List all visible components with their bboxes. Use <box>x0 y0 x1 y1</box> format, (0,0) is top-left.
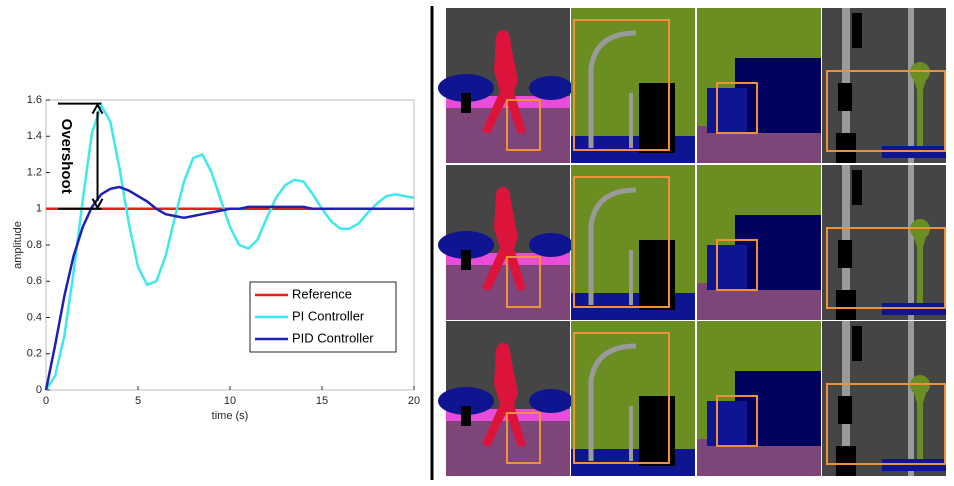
arrow-head <box>91 198 104 210</box>
sign <box>836 446 856 476</box>
highlight-box <box>506 99 541 151</box>
series-line <box>44 104 415 391</box>
vegetation <box>529 233 573 257</box>
legend-label: Reference <box>292 286 352 301</box>
series-line <box>44 185 414 391</box>
legend-label: PI Controller <box>292 308 365 323</box>
pole <box>461 406 471 426</box>
highlight-box <box>716 82 758 134</box>
pedestrian <box>482 30 526 134</box>
tree <box>910 375 930 463</box>
segmentation-cell <box>822 165 946 320</box>
tree <box>910 219 930 307</box>
y-tick-label: 0.2 <box>27 348 42 360</box>
highlight-box <box>716 395 758 447</box>
car <box>707 88 747 133</box>
y-tick-label: 0.4 <box>27 311 42 323</box>
pole <box>588 187 637 305</box>
y-tick-label: 0 <box>36 384 42 396</box>
car <box>707 401 747 446</box>
y-tick-label: 0.6 <box>27 275 42 287</box>
pedestrian <box>482 343 526 447</box>
sign <box>852 13 862 48</box>
highlight-box <box>573 19 670 151</box>
annotation-text: Overshoot <box>58 119 75 194</box>
highlight-box <box>826 383 946 465</box>
segmentation-cell <box>571 165 695 320</box>
y-tick-label: 1.4 <box>27 130 42 142</box>
segmentation-cell <box>571 8 695 163</box>
x-tick-label: 15 <box>316 395 328 407</box>
truck <box>735 215 821 290</box>
pole <box>588 343 637 461</box>
pole <box>908 321 914 476</box>
pole <box>908 165 914 320</box>
vegetation <box>529 76 573 100</box>
x-tick-label: 0 <box>43 395 49 407</box>
sign <box>836 133 856 163</box>
pole <box>629 250 633 305</box>
sign <box>852 326 862 361</box>
sign <box>838 240 852 268</box>
pole <box>461 93 471 113</box>
pole <box>461 250 471 270</box>
highlight-box <box>506 412 541 464</box>
y-tick-label: 0.8 <box>27 239 42 251</box>
segmentation-cell <box>571 321 695 476</box>
highlight-box <box>826 70 946 152</box>
legend-label: PID Controller <box>292 330 374 345</box>
pedestrian <box>482 187 526 291</box>
x-tick-label: 20 <box>408 395 420 407</box>
car <box>707 245 747 290</box>
sign <box>852 170 862 205</box>
segmentation-cell <box>697 8 821 163</box>
x-tick-label: 10 <box>224 395 236 407</box>
y-tick-label: 1.2 <box>27 166 42 178</box>
chart: 0 0.2 0.4 0.6 0.8 1 1.2 1.4 1.6 0 5 10 15 20 time (s) a… <box>12 94 420 422</box>
highlight-box <box>716 239 758 291</box>
segmentation-cell <box>438 8 573 163</box>
segmentation-grid <box>438 8 946 476</box>
pole <box>588 30 637 148</box>
y-tick-label: 1.6 <box>27 94 42 106</box>
sign <box>838 396 852 424</box>
highlight-box <box>826 227 946 309</box>
pole <box>629 93 633 148</box>
vegetation <box>438 74 494 102</box>
sign <box>836 290 856 320</box>
arrow-head <box>91 102 104 115</box>
segmentation-cell <box>822 8 946 163</box>
vegetation <box>438 231 494 259</box>
y-axis-label: amplitude <box>12 221 24 269</box>
y-tick-label: 1 <box>36 203 42 215</box>
vegetation <box>529 389 573 413</box>
segmentation-cell <box>438 321 573 476</box>
truck <box>735 371 821 446</box>
pole <box>908 8 914 163</box>
x-axis-label: time (s) <box>212 410 249 422</box>
sign <box>838 83 852 111</box>
x-tick-label: 5 <box>135 395 141 407</box>
vegetation <box>438 387 494 415</box>
segmentation-cell <box>822 321 946 476</box>
highlight-box <box>573 332 670 464</box>
pole <box>629 406 633 461</box>
highlight-box <box>573 176 670 308</box>
segmentation-cell <box>438 165 573 320</box>
highlight-box <box>506 256 541 308</box>
truck <box>735 58 821 133</box>
segmentation-cell <box>697 165 821 320</box>
tree <box>910 62 930 151</box>
segmentation-cell <box>697 321 821 476</box>
